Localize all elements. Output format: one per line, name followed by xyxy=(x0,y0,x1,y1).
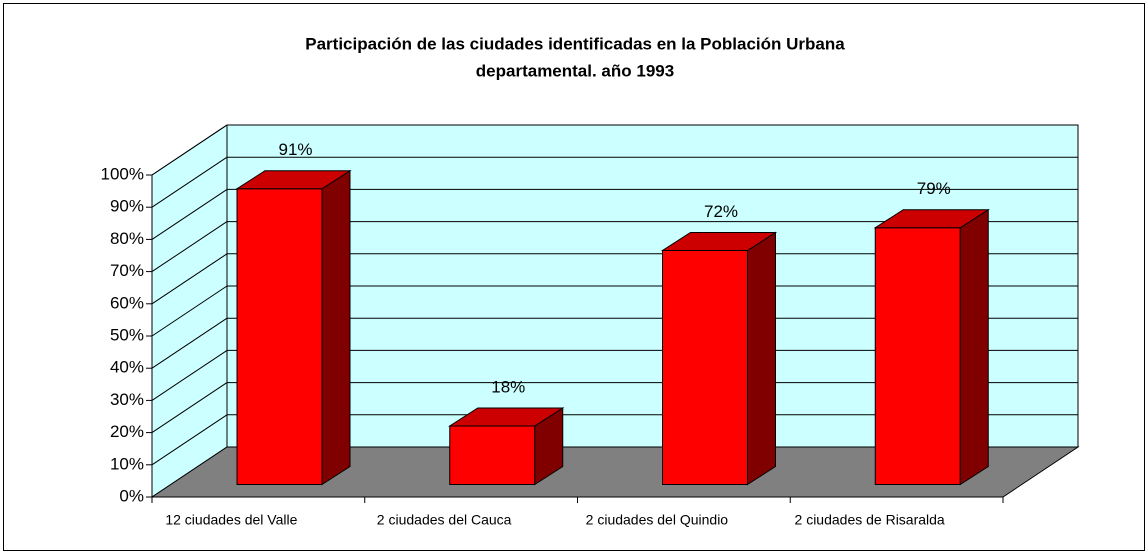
y-tick-label: 40% xyxy=(110,358,144,377)
bar-front xyxy=(236,188,323,485)
grid-line xyxy=(151,221,228,273)
bar xyxy=(235,169,352,486)
bar-top xyxy=(448,407,565,427)
chart-title: Participación de las ciudades identifica… xyxy=(305,34,845,53)
y-tick-label: 50% xyxy=(110,325,144,344)
floor xyxy=(150,446,1080,498)
x-tick-label: 2 ciudades de Risaralda xyxy=(795,512,945,528)
grid-line xyxy=(151,253,228,305)
y-tick-label: 90% xyxy=(110,197,144,216)
y-tick-label: 60% xyxy=(110,293,144,312)
bar-side xyxy=(747,231,776,486)
y-tick-label: 30% xyxy=(110,390,144,409)
grid-line xyxy=(151,124,228,176)
bar-side xyxy=(959,208,989,486)
y-tick-label: 20% xyxy=(110,422,144,441)
grid-line xyxy=(151,188,228,240)
grid-line xyxy=(151,317,228,369)
bar xyxy=(873,208,990,486)
bar-top xyxy=(873,209,990,229)
bar-front xyxy=(874,227,961,485)
grid-line xyxy=(151,349,228,401)
x-tick-label: 2 ciudades del Quindio xyxy=(586,512,729,528)
bar-top xyxy=(235,170,352,190)
data-label: 91% xyxy=(278,140,312,159)
bar-front xyxy=(449,425,536,485)
data-label: 72% xyxy=(704,202,738,221)
y-tick-label: 10% xyxy=(110,454,144,473)
bar-top xyxy=(660,232,778,251)
grid-line xyxy=(151,382,228,434)
grid-line xyxy=(151,285,228,337)
chart-title: departamental. año 1993 xyxy=(476,61,674,80)
bar xyxy=(660,231,778,486)
bar-side xyxy=(321,169,351,486)
grid-line xyxy=(151,156,228,208)
y-tick-label: 0% xyxy=(119,486,144,505)
y-tick-label: 70% xyxy=(110,261,144,280)
x-tick-label: 12 ciudades del Valle xyxy=(165,512,297,528)
y-tick-label: 100% xyxy=(101,164,144,183)
y-tick-label: 80% xyxy=(110,229,144,248)
data-label: 18% xyxy=(491,377,525,396)
grid-line xyxy=(151,414,228,466)
bar xyxy=(448,407,565,486)
x-tick-label: 2 ciudades del Cauca xyxy=(377,512,512,528)
bar-front xyxy=(662,250,748,485)
data-label: 79% xyxy=(917,179,951,198)
